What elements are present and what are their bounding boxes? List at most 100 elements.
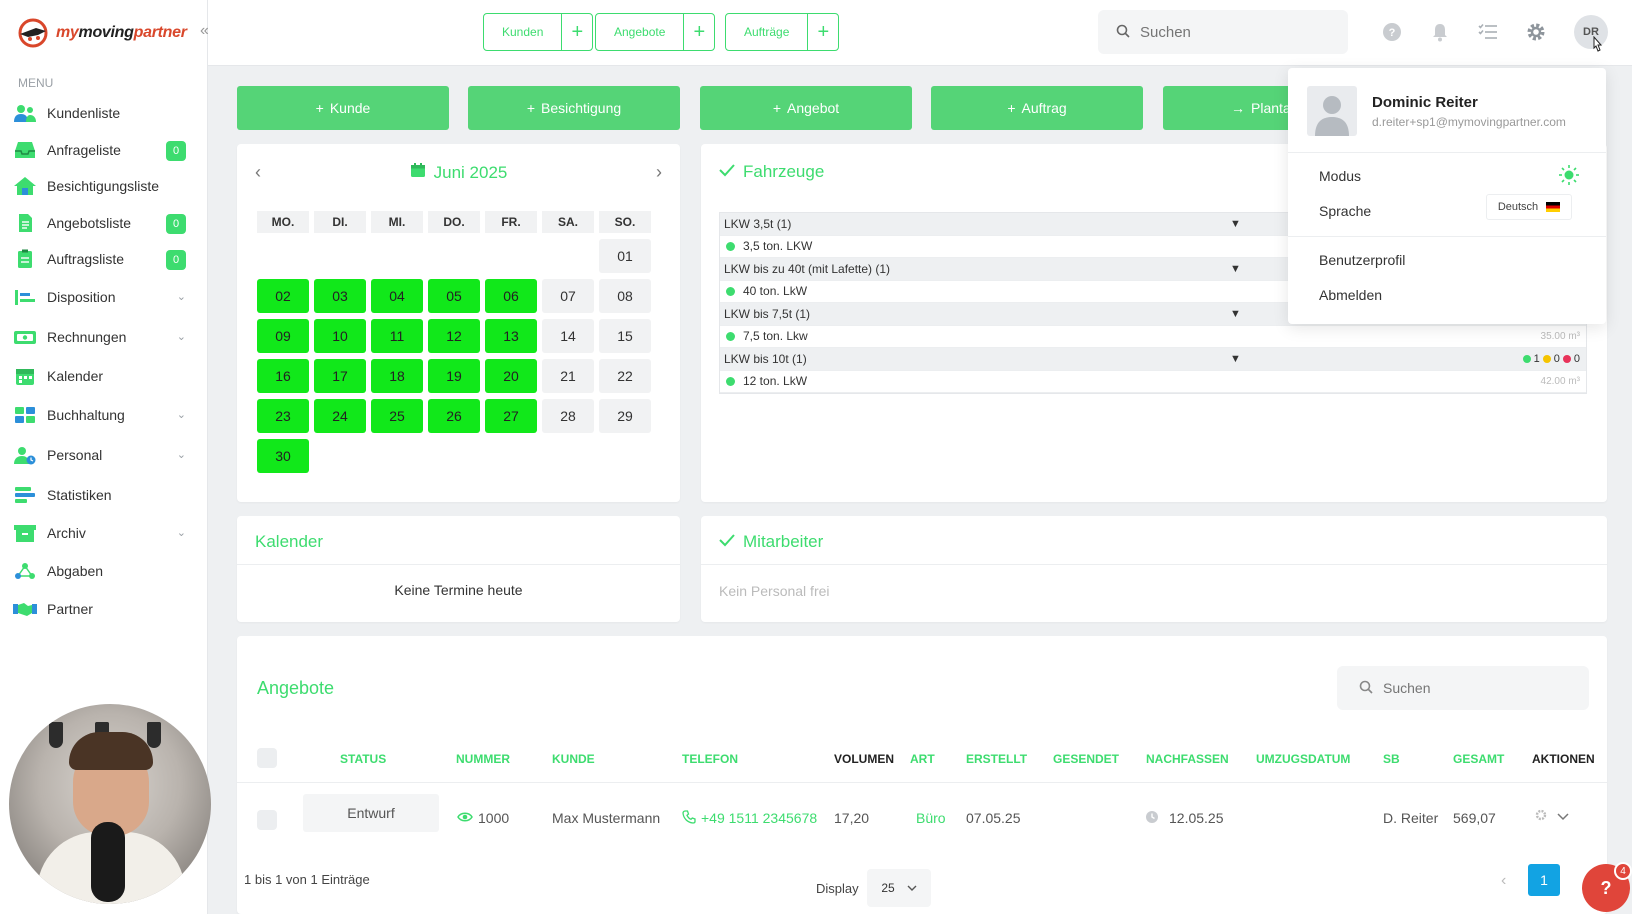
calendar-day[interactable]: 12 [428,319,480,353]
calendar-day[interactable]: 22 [599,359,651,393]
offers-search-input[interactable] [1383,680,1563,696]
row-actions-dropdown[interactable] [1535,808,1569,824]
calendar-day[interactable]: 05 [428,279,480,313]
row-checkbox[interactable] [257,810,277,830]
calendar-day[interactable]: 11 [371,319,423,353]
calendar-day[interactable]: 01 [599,239,651,273]
col-gesamt[interactable]: GESAMT [1453,752,1505,766]
sidebar-item-kundenliste[interactable]: Kundenliste [8,94,200,132]
phone-icon[interactable] [682,810,696,827]
chevron-down-icon[interactable]: ⌄ [176,449,186,461]
sidebar-item-personal[interactable]: Personal ⌄ [8,436,200,474]
chevron-down-icon[interactable]: ⌄ [176,409,186,421]
offer-number[interactable]: 1000 [478,810,510,826]
calendar-day[interactable]: 18 [371,359,423,393]
expand-arrow-icon[interactable]: ▼ [1230,262,1241,275]
sidebar-item-auftragsliste[interactable]: Auftragsliste 0 [8,240,200,278]
calendar-day[interactable]: 29 [599,399,651,433]
col-umzugsdatum[interactable]: UMZUGSDATUM [1256,752,1351,766]
sidebar-item-rechnungen[interactable]: Rechnungen ⌄ [8,318,200,356]
logout-link[interactable]: Abmelden [1319,287,1383,303]
chevron-down-icon[interactable]: ⌄ [176,527,186,539]
col-status[interactable]: STATUS [340,752,387,766]
profile-link[interactable]: Benutzerprofil [1319,252,1406,268]
quick-add-angebot-icon[interactable]: + [693,20,706,43]
calendar-day[interactable]: 04 [371,279,423,313]
plantafel-button[interactable]: → Planta [1163,86,1291,130]
col-sb[interactable]: SB [1383,752,1400,766]
calendar-day[interactable]: 13 [485,319,537,353]
prev-month-icon[interactable]: ‹ [255,162,261,182]
col-telefon[interactable]: TELEFON [682,752,738,766]
global-search-input[interactable] [1140,23,1340,41]
brand-logo[interactable]: mymovingpartner [16,16,187,50]
help-icon[interactable]: ? [1380,20,1404,44]
chevron-down-icon[interactable]: ⌄ [176,331,186,343]
col-erstellt[interactable]: ERSTELLT [966,752,1028,766]
calendar-day[interactable]: 19 [428,359,480,393]
page-size-select[interactable]: 25 [867,869,931,907]
col-nummer[interactable]: NUMMER [456,752,510,766]
col-gesendet[interactable]: GESENDET [1053,752,1120,766]
expand-arrow-icon[interactable]: ▼ [1230,352,1241,365]
sidebar-item-disposition[interactable]: Disposition ⌄ [8,278,200,316]
prev-page-icon[interactable]: ‹ [1501,872,1507,889]
vehicle-group-row[interactable]: LKW bis 10t (1) ▼ 1 0 0 [720,348,1586,371]
sidebar-item-besichtigungsliste[interactable]: Besichtigungsliste [8,167,200,205]
calendar-day[interactable]: 27 [485,399,537,433]
calendar-day[interactable]: 02 [257,279,309,313]
calendar-day[interactable]: 10 [314,319,366,353]
calendar-day[interactable]: 14 [542,319,594,353]
expand-arrow-icon[interactable]: ▼ [1230,217,1241,230]
bell-icon[interactable] [1428,20,1452,44]
quick-add-kunde-icon[interactable]: + [571,20,584,43]
sidebar-item-statistiken[interactable]: Statistiken [8,476,200,514]
new-besichtigung-button[interactable]: + Besichtigung [468,86,680,130]
sidebar-item-anfrageliste[interactable]: Anfrageliste 0 [8,131,200,169]
quick-kunden-link[interactable]: Kunden [484,14,563,50]
sidebar-item-archiv[interactable]: Archiv ⌄ [8,514,200,552]
calendar-day[interactable]: 09 [257,319,309,353]
user-avatar[interactable]: DR [1574,15,1608,49]
calendar-day[interactable]: 15 [599,319,651,353]
calendar-day[interactable]: 07 [542,279,594,313]
sidebar-item-angebotsliste[interactable]: Angebotsliste 0 [8,204,200,242]
next-month-icon[interactable]: › [656,162,662,182]
col-kunde[interactable]: KUNDE [552,752,595,766]
calendar-day[interactable]: 24 [314,399,366,433]
sun-icon[interactable] [1558,164,1580,189]
collapse-sidebar-icon[interactable]: « [200,22,209,39]
sidebar-item-kalender[interactable]: Kalender [8,357,200,395]
col-volumen[interactable]: VOLUMEN [834,752,894,766]
page-1-button[interactable]: 1 [1528,864,1560,896]
calendar-day[interactable]: 17 [314,359,366,393]
sidebar-item-buchhaltung[interactable]: Buchhaltung ⌄ [8,396,200,434]
sidebar-item-partner[interactable]: Partner [8,590,200,628]
new-kunde-button[interactable]: + Kunde [237,86,449,130]
calendar-day[interactable]: 28 [542,399,594,433]
calendar-day[interactable]: 16 [257,359,309,393]
gear-icon[interactable] [1524,20,1548,44]
calendar-day[interactable]: 26 [428,399,480,433]
eye-icon[interactable] [457,810,473,826]
chevron-down-icon[interactable]: ⌄ [176,291,186,303]
quick-angebote-link[interactable]: Angebote [596,14,685,50]
calendar-day[interactable]: 25 [371,399,423,433]
sidebar-item-abgaben[interactable]: Abgaben [8,552,200,590]
expand-arrow-icon[interactable]: ▼ [1230,307,1241,320]
offer-customer[interactable]: Max Mustermann [552,810,661,826]
quick-add-auftrag-icon[interactable]: + [817,20,830,43]
task-list-icon[interactable] [1476,20,1500,44]
col-art[interactable]: ART [910,752,935,766]
calendar-day[interactable]: 06 [485,279,537,313]
calendar-day[interactable]: 03 [314,279,366,313]
calendar-day[interactable]: 08 [599,279,651,313]
language-select[interactable]: Deutsch [1486,194,1572,220]
calendar-day[interactable]: 21 [542,359,594,393]
calendar-day[interactable]: 23 [257,399,309,433]
col-nachfassen[interactable]: NACHFASSEN [1146,752,1229,766]
new-auftrag-button[interactable]: + Auftrag [931,86,1143,130]
calendar-day[interactable]: 30 [257,439,309,473]
offer-phone[interactable]: +49 1511 2345678 [701,810,818,826]
quick-auftraege-link[interactable]: Aufträge [726,14,809,50]
